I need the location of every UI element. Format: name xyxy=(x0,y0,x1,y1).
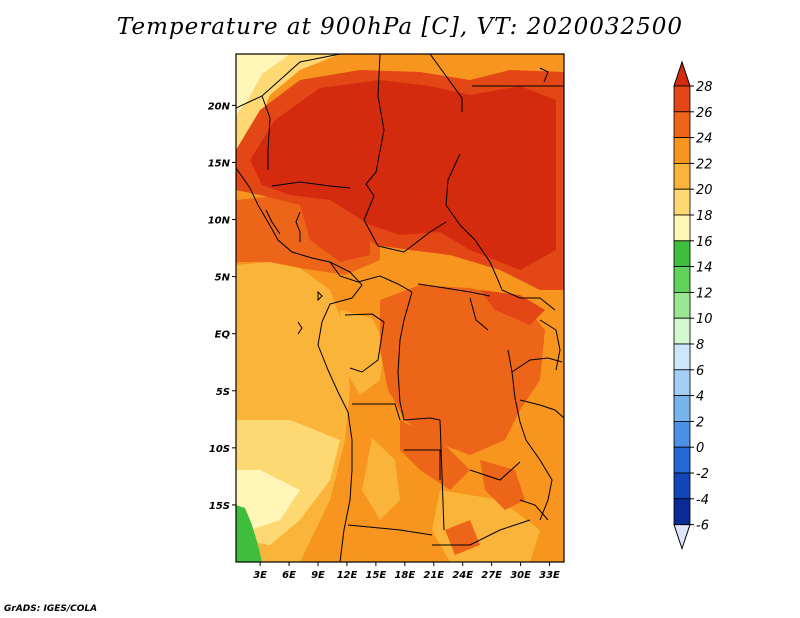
colorbar-swatch xyxy=(673,472,691,500)
plot-title: Temperature at 900hPa [C], VT: 202003250… xyxy=(116,14,684,40)
lat-tick-label: EQ xyxy=(215,330,231,341)
colorbar-swatch xyxy=(673,162,691,190)
colorbar-label: 4 xyxy=(696,390,704,405)
colorbar-label: 24 xyxy=(696,132,713,147)
lon-tick-label: 9E xyxy=(311,570,325,581)
colorbar-label: 12 xyxy=(696,286,713,301)
colorbar-swatch xyxy=(673,240,691,268)
lon-tick-label: 24E xyxy=(452,570,473,581)
colorbar-label: 26 xyxy=(696,106,713,121)
lat-tick-label: 15N xyxy=(208,158,231,169)
lat-tick-label: 15S xyxy=(209,501,230,512)
colorbar-label: 22 xyxy=(696,157,713,172)
lon-tick-label: 33E xyxy=(539,570,560,581)
temperature-field xyxy=(236,54,564,562)
colorbar-label: 10 xyxy=(696,312,713,327)
lon-tick-label: 15E xyxy=(366,570,387,581)
colorbar-swatch xyxy=(673,214,691,242)
longitude-axis: 3E 6E 9E 12E 15E 18E 21E 24E 27E 30E 33E xyxy=(253,562,560,581)
lon-tick-label: 21E xyxy=(423,570,444,581)
colorbar-label: 2 xyxy=(696,415,704,430)
colorbar-label: 6 xyxy=(696,364,704,379)
colorbar-label: -4 xyxy=(696,493,709,508)
colorbar-swatch xyxy=(673,291,691,319)
colorbar-label: 18 xyxy=(696,209,713,224)
lat-tick-label: 10S xyxy=(209,444,230,455)
lon-tick-label: 12E xyxy=(337,570,358,581)
colorbar-swatch xyxy=(673,111,691,139)
lon-tick-label: 27E xyxy=(481,570,502,581)
latitude-axis: 20N 15N 10N 5N EQ 5S 10S 15S xyxy=(208,101,236,512)
colorbar-swatch xyxy=(673,188,691,216)
colorbar-under-triangle xyxy=(673,524,691,551)
colorbar-label: 28 xyxy=(696,80,713,95)
colorbar-swatch xyxy=(673,446,691,474)
lon-tick-label: 30E xyxy=(510,570,531,581)
colorbar-label: 20 xyxy=(696,183,713,198)
colorbar-swatch xyxy=(673,137,691,164)
colorbar-swatch xyxy=(673,343,691,371)
colorbar-swatch xyxy=(673,395,691,422)
colorbar-swatch xyxy=(673,420,691,448)
colorbar-label: 8 xyxy=(696,338,704,353)
lon-tick-label: 18E xyxy=(394,570,415,581)
colorbar-swatch xyxy=(673,85,691,113)
colorbar-swatch xyxy=(673,369,691,396)
lat-tick-label: 5S xyxy=(216,387,230,398)
colorbar-label: -2 xyxy=(696,467,709,482)
colorbar-swatch xyxy=(673,498,691,525)
colorbar-swatch xyxy=(673,266,691,293)
colorbar-label: -6 xyxy=(696,519,709,534)
colorbar-over-triangle xyxy=(673,60,691,87)
colorbar-label: 14 xyxy=(696,261,713,276)
lon-tick-label: 6E xyxy=(282,570,296,581)
lat-tick-label: 5N xyxy=(215,273,231,284)
colorbar-swatch xyxy=(673,317,691,345)
colorbar-label: 16 xyxy=(696,235,713,250)
lon-tick-label: 3E xyxy=(253,570,267,581)
map-frame xyxy=(235,53,565,563)
lat-tick-label: 20N xyxy=(208,101,231,112)
coastlines-and-borders xyxy=(236,54,564,562)
lat-tick-label: 10N xyxy=(208,216,231,227)
colorbar-label: 0 xyxy=(696,441,704,456)
credit-label: GrADS: IGES/COLA xyxy=(4,604,98,614)
